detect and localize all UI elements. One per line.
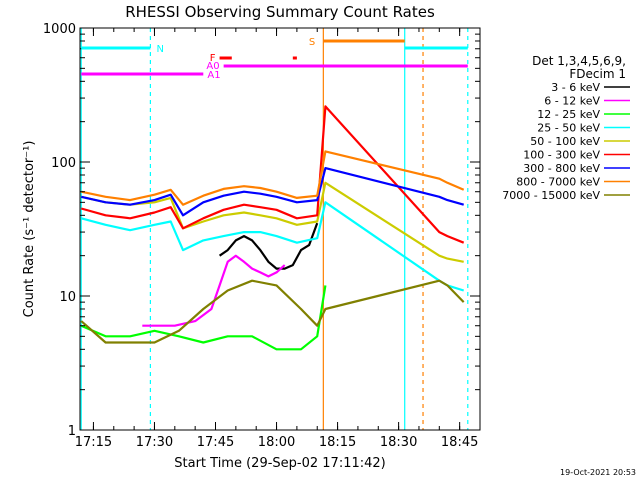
legend-entry-label: 100 - 300 keV	[523, 149, 600, 162]
x-tick-label: 18:15	[319, 435, 356, 450]
legend-entry-label: 7000 - 15000 keV	[502, 189, 600, 202]
flag-label: S	[309, 37, 315, 48]
series-layer	[80, 105, 465, 351]
series-line	[80, 201, 465, 292]
axes: 1 10 100 1000 17:15 17:30 17:45 18:00 18:15 18:30…	[43, 22, 481, 450]
y-axis-label: Count Rate (s⁻¹ detector⁻¹)	[22, 141, 37, 318]
flag-label: A1	[207, 70, 220, 81]
x-tick-label: 18:45	[441, 435, 478, 450]
legend-header-line-2: FDecim 1	[569, 67, 626, 81]
y-tick-label: 1000	[43, 22, 76, 37]
legend-entry-label: 12 - 25 keV	[537, 108, 600, 121]
series-line	[80, 150, 465, 206]
generation-timestamp: 19-Oct-2021 20:53	[560, 468, 636, 477]
series-line	[142, 254, 286, 327]
y-tick-label: 1	[68, 424, 76, 439]
x-axis-label: Start Time (29-Sep-02 17:11:42)	[174, 456, 385, 471]
legend-entry-label: 300 - 800 keV	[523, 162, 600, 175]
series-line	[80, 167, 464, 217]
legend-entry-label: 800 - 7000 keV	[516, 176, 600, 189]
legend-entry-label: 6 - 12 keV	[544, 95, 600, 108]
y-tick-label: 100	[51, 156, 76, 171]
series-line	[218, 222, 319, 270]
x-tick-label: 17:15	[75, 435, 112, 450]
plot-frame	[79, 27, 481, 431]
series-line	[80, 279, 465, 344]
legend-entry-label: 3 - 6 keV	[551, 81, 600, 94]
series-line	[80, 105, 465, 244]
x-tick-label: 18:00	[258, 435, 295, 450]
legend-entry-label: 50 - 100 keV	[530, 135, 600, 148]
x-tick-label: 18:30	[380, 435, 417, 450]
flag-label: N	[157, 44, 164, 55]
y-tick-label: 10	[59, 290, 76, 305]
series-line	[80, 181, 464, 263]
chart-title: RHESSI Observing Summary Count Rates	[125, 3, 435, 21]
flag-lines	[80, 28, 469, 430]
x-tick-label: 17:30	[136, 435, 173, 450]
flag-label: A0	[206, 61, 219, 72]
flag-label: F	[210, 53, 216, 64]
x-tick-label: 17:45	[197, 435, 234, 450]
legend-entry-label: 25 - 50 keV	[537, 122, 600, 135]
legend-header-line-1: Det 1,3,4,5,6,9,	[532, 54, 626, 68]
series-line	[80, 285, 327, 351]
